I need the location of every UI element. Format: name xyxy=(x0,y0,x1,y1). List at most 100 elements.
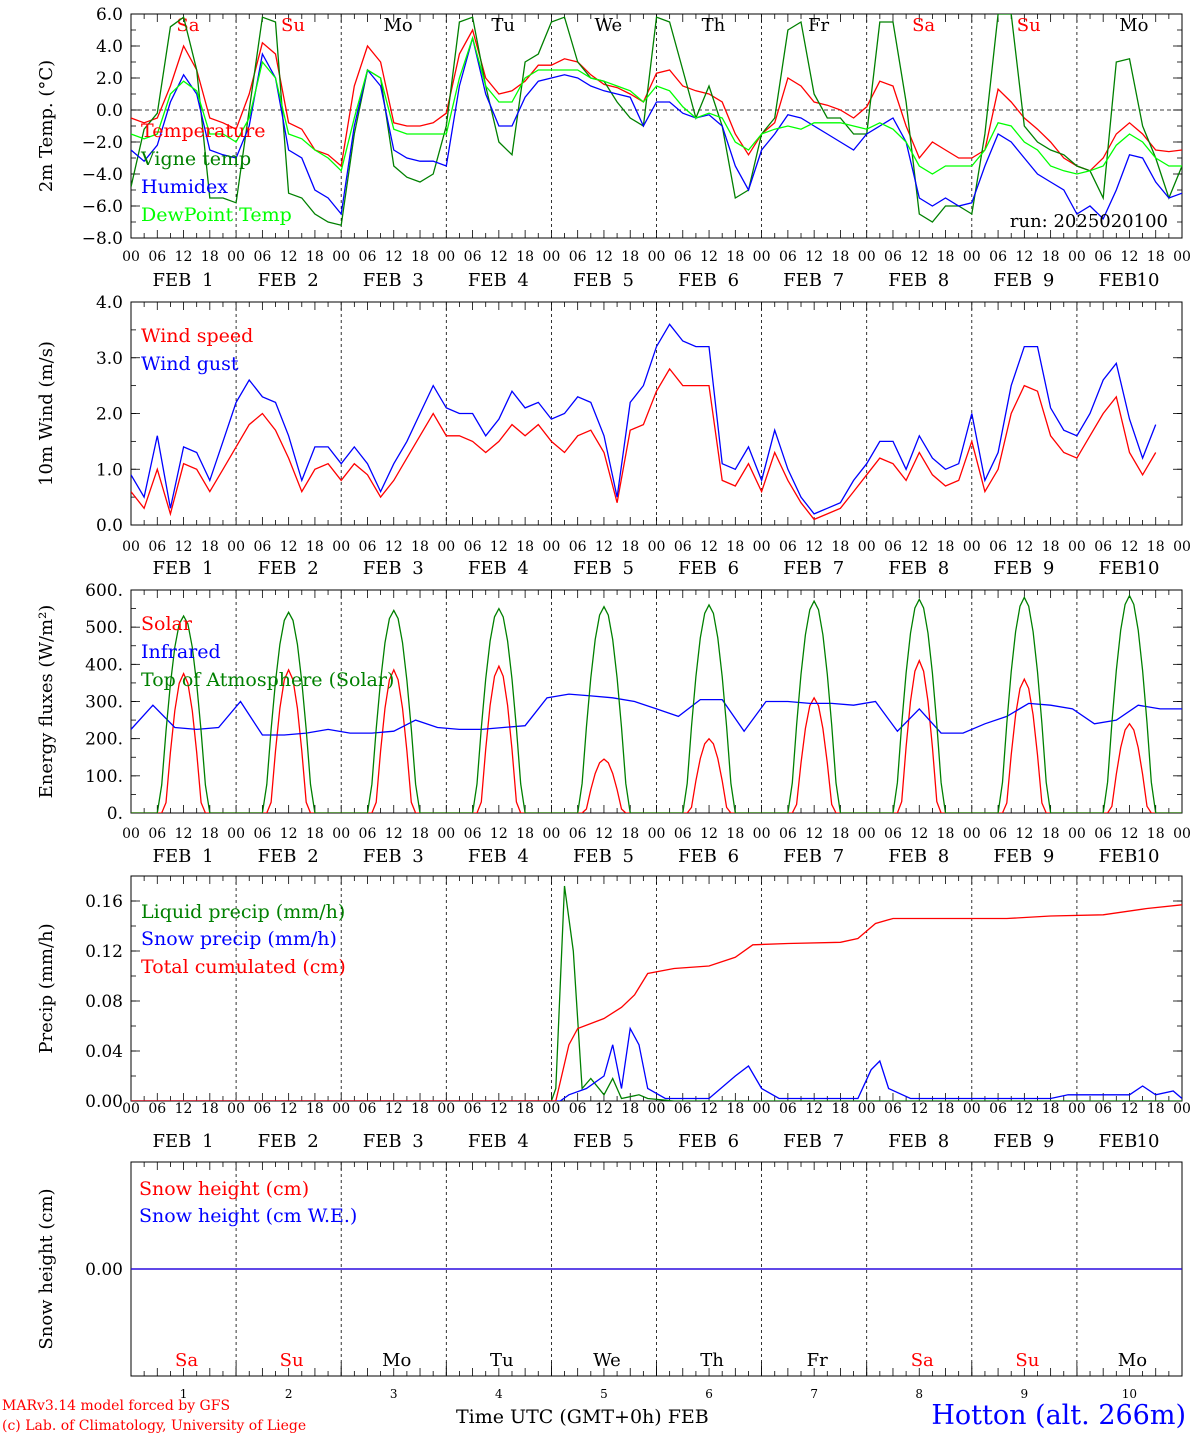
hour-tick-label: 06 xyxy=(884,539,902,555)
hour-tick-label: 00 xyxy=(648,826,666,842)
y-tick-label: −4.0 xyxy=(82,165,123,185)
hour-tick-label: 00 xyxy=(858,539,876,555)
hour-tick-label: 00 xyxy=(858,1101,876,1117)
y-axis-label-3: Energy fluxes (W/m²) xyxy=(36,605,57,799)
hour-tick-label: 18 xyxy=(621,826,639,842)
day-number-label: 5 xyxy=(622,270,633,291)
y-tick-label: 3.0 xyxy=(96,349,123,369)
hour-tick-label: 12 xyxy=(595,539,613,555)
hour-tick-label: 12 xyxy=(1015,539,1033,555)
day-number-label: 10 xyxy=(1137,558,1160,579)
day-month-label: FEB xyxy=(993,846,1032,867)
hour-tick-label: 18 xyxy=(621,539,639,555)
hour-tick-label: 12 xyxy=(700,249,718,265)
day-month-label: FEB xyxy=(783,558,822,579)
y-tick-label: 1.0 xyxy=(96,460,123,480)
hour-tick-label: 12 xyxy=(490,826,508,842)
hour-tick-label: 12 xyxy=(175,1101,193,1117)
hour-tick-label: 12 xyxy=(1015,1101,1033,1117)
hour-tick-label: 06 xyxy=(674,539,692,555)
hour-tick-label: 18 xyxy=(726,539,744,555)
hour-tick-label: 12 xyxy=(280,249,298,265)
legend-top-of-atmosphere-solar-: Top of Atmosphere (Solar) xyxy=(141,669,394,691)
bottom-day-number: 8 xyxy=(915,1387,923,1401)
hour-tick-label: 00 xyxy=(963,249,981,265)
series-group-3 xyxy=(131,594,1182,813)
legend-wind-speed: Wind speed xyxy=(141,325,253,347)
day-number-label: 2 xyxy=(307,558,318,579)
hour-tick-label: 06 xyxy=(148,539,166,555)
series-line-humidex xyxy=(131,37,1182,220)
hour-tick-label: 18 xyxy=(937,1101,955,1117)
day-number-label: 7 xyxy=(833,270,844,291)
hour-tick-label: 18 xyxy=(411,249,429,265)
day-number-label: 2 xyxy=(307,270,318,291)
hour-tick-label: 06 xyxy=(464,1101,482,1117)
day-month-label: FEB xyxy=(363,1131,402,1152)
y-tick-label: 200. xyxy=(85,730,123,750)
legend-snow-precip-mm-h-: Snow precip (mm/h) xyxy=(141,928,337,950)
bottom-weekday-label: Su xyxy=(280,1350,304,1371)
series-line-temperature xyxy=(131,28,1182,172)
bottom-weekday-label: Su xyxy=(1015,1350,1039,1371)
hour-tick-label: 18 xyxy=(726,826,744,842)
hour-tick-label: 12 xyxy=(385,1101,403,1117)
hour-tick-label: 12 xyxy=(490,539,508,555)
day-month-label: FEB xyxy=(468,1131,507,1152)
hour-tick-label: 06 xyxy=(253,1101,271,1117)
y-axis-label-1: 2m Temp. (°C) xyxy=(36,60,57,192)
day-number-label: 7 xyxy=(833,1131,844,1152)
day-month-label: FEB xyxy=(258,558,297,579)
day-number-label: 6 xyxy=(728,270,739,291)
hour-tick-label: 12 xyxy=(805,1101,823,1117)
hour-tick-label: 12 xyxy=(280,539,298,555)
day-month-label: FEB xyxy=(993,270,1032,291)
hour-tick-label: 12 xyxy=(910,539,928,555)
hour-tick-label: 12 xyxy=(1121,826,1139,842)
day-number-label: 9 xyxy=(1043,558,1054,579)
hour-tick-label: 18 xyxy=(411,826,429,842)
legend-liquid-precip-mm-h-: Liquid precip (mm/h) xyxy=(141,901,345,923)
y-tick-label: 0.16 xyxy=(85,892,123,912)
day-number-label: 3 xyxy=(412,1131,423,1152)
hour-tick-label: 18 xyxy=(937,249,955,265)
y-tick-label: 2.0 xyxy=(96,69,123,89)
series-group-4 xyxy=(131,885,1182,1101)
day-month-label: FEB xyxy=(783,1131,822,1152)
day-month-label: FEB xyxy=(363,558,402,579)
hour-tick-label: 06 xyxy=(148,826,166,842)
day-number-label: 7 xyxy=(833,846,844,867)
hour-tick-label: 12 xyxy=(175,539,193,555)
hour-tick-label: 12 xyxy=(280,1101,298,1117)
day-month-label: FEB xyxy=(573,846,612,867)
y-tick-label: 4.0 xyxy=(96,37,123,57)
hour-tick-label: 06 xyxy=(989,826,1007,842)
hour-tick-label: 12 xyxy=(280,826,298,842)
y-tick-label: 6.0 xyxy=(96,5,123,25)
day-month-label: FEB xyxy=(363,846,402,867)
day-month-label: FEB xyxy=(1098,270,1137,291)
day-number-label: 3 xyxy=(412,558,423,579)
day-number-label: 4 xyxy=(517,1131,528,1152)
panel-frame-2 xyxy=(130,301,1183,526)
weekday-label: Tu xyxy=(491,15,515,36)
hour-tick-label: 00 xyxy=(437,826,455,842)
hour-tick-label: 18 xyxy=(1042,249,1060,265)
weekday-label: Th xyxy=(702,15,726,36)
hour-tick-label: 12 xyxy=(1121,249,1139,265)
day-month-label: FEB xyxy=(888,846,927,867)
day-number-label: 1 xyxy=(202,270,213,291)
hour-tick-label: 00 xyxy=(122,1101,140,1117)
hour-tick-label: 00 xyxy=(1173,1101,1191,1117)
y-tick-label: 600. xyxy=(85,581,123,601)
hour-tick-label: 00 xyxy=(122,539,140,555)
hour-tick-label: 18 xyxy=(621,1101,639,1117)
hour-tick-label: 12 xyxy=(490,1101,508,1117)
bottom-day-number: 7 xyxy=(810,1387,818,1401)
day-month-label: FEB xyxy=(888,1131,927,1152)
day-number-label: 6 xyxy=(728,558,739,579)
hour-tick-label: 06 xyxy=(464,826,482,842)
hour-tick-label: 00 xyxy=(648,1101,666,1117)
hour-tick-label: 00 xyxy=(332,539,350,555)
y-tick-label: 500. xyxy=(85,618,123,638)
